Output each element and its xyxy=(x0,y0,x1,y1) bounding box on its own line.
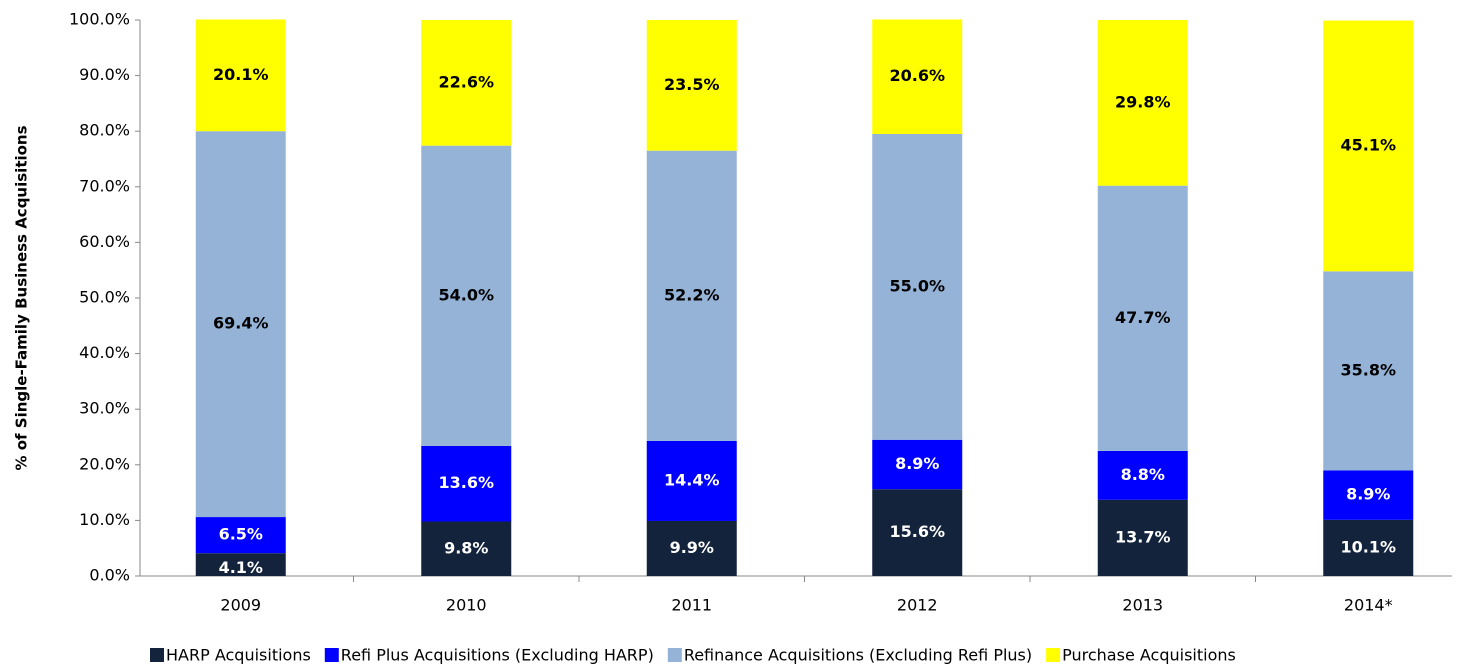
y-tick-label: 60.0% xyxy=(79,232,130,251)
bar-segment xyxy=(421,521,512,576)
x-tick-label: 2011 xyxy=(671,596,712,615)
value-label: 69.4% xyxy=(213,314,269,333)
x-tick-label: 2014* xyxy=(1344,596,1393,615)
legend-label: Refinance Acquisitions (Excluding Refi P… xyxy=(684,646,1032,665)
legend-label: HARP Acquisitions xyxy=(166,646,311,665)
bar-segment xyxy=(872,439,963,490)
bar-segment xyxy=(646,20,737,151)
y-axis-label: % of Single-Family Business Acquisitions xyxy=(13,125,31,470)
bar-segment xyxy=(195,131,286,518)
y-tick-label: 40.0% xyxy=(79,343,130,362)
value-label: 10.1% xyxy=(1340,537,1396,556)
value-label: 54.0% xyxy=(438,285,494,304)
value-label: 13.7% xyxy=(1115,527,1171,546)
legend-swatch xyxy=(324,648,339,662)
y-tick-label: 100.0% xyxy=(69,10,130,29)
value-label: 45.1% xyxy=(1340,135,1396,154)
bar-segment xyxy=(421,145,512,446)
legend-label: Refi Plus Acquisitions (Excluding HARP) xyxy=(341,646,654,665)
y-tick-label: 10.0% xyxy=(79,510,130,529)
y-tick-label: 90.0% xyxy=(79,65,130,84)
legend-label: Purchase Acquisitions xyxy=(1062,646,1236,665)
bar-segment xyxy=(1323,20,1414,272)
value-label: 13.6% xyxy=(438,473,494,492)
y-tick-label: 50.0% xyxy=(79,288,130,307)
bar-segment xyxy=(1323,519,1414,576)
bar-segment xyxy=(1097,20,1188,186)
bar-segment xyxy=(421,445,512,522)
y-tick-label: 80.0% xyxy=(79,121,130,140)
x-tick-label: 2012 xyxy=(897,596,938,615)
y-tick-label: 0.0% xyxy=(89,566,130,585)
value-label: 47.7% xyxy=(1115,308,1171,327)
x-tick-label: 2010 xyxy=(446,596,487,615)
bar-segment xyxy=(872,19,963,134)
value-label: 22.6% xyxy=(438,72,494,91)
bar-segment xyxy=(646,150,737,441)
x-tick-label: 2009 xyxy=(220,596,261,615)
bar-segment xyxy=(1097,185,1188,451)
value-label: 8.9% xyxy=(1346,485,1390,504)
y-tick-label: 20.0% xyxy=(79,454,130,473)
bar-segment xyxy=(1323,271,1414,471)
value-label: 52.2% xyxy=(664,285,720,304)
value-label: 4.1% xyxy=(219,558,263,577)
bar-segment xyxy=(421,20,512,146)
value-label: 9.8% xyxy=(444,538,488,557)
bar-segment xyxy=(872,133,963,440)
value-label: 29.8% xyxy=(1115,92,1171,111)
legend-swatch xyxy=(667,648,682,662)
value-label: 8.8% xyxy=(1121,465,1165,484)
bar-segment xyxy=(195,553,286,576)
value-label: 14.4% xyxy=(664,470,720,489)
bar-segment xyxy=(872,489,963,576)
value-label: 15.6% xyxy=(889,522,945,541)
value-label: 9.9% xyxy=(670,538,714,557)
y-tick-label: 30.0% xyxy=(79,399,130,418)
legend-swatch xyxy=(150,648,164,662)
bar-segment xyxy=(646,440,737,521)
legend-swatch xyxy=(1046,648,1061,662)
bar-segment xyxy=(1097,499,1188,576)
bar-segment xyxy=(1097,450,1188,500)
x-tick-label: 2013 xyxy=(1122,596,1163,615)
bar-segment xyxy=(646,520,737,576)
value-label: 6.5% xyxy=(219,525,263,544)
value-label: 20.1% xyxy=(213,65,269,84)
value-label: 35.8% xyxy=(1340,360,1396,379)
value-label: 23.5% xyxy=(664,75,720,94)
bar-segment xyxy=(195,517,286,554)
value-label: 55.0% xyxy=(889,276,945,295)
value-label: 20.6% xyxy=(889,66,945,85)
bar-segment xyxy=(195,19,286,132)
bar-segment xyxy=(1323,470,1414,520)
value-label: 8.9% xyxy=(895,454,939,473)
y-tick-label: 70.0% xyxy=(79,176,130,195)
